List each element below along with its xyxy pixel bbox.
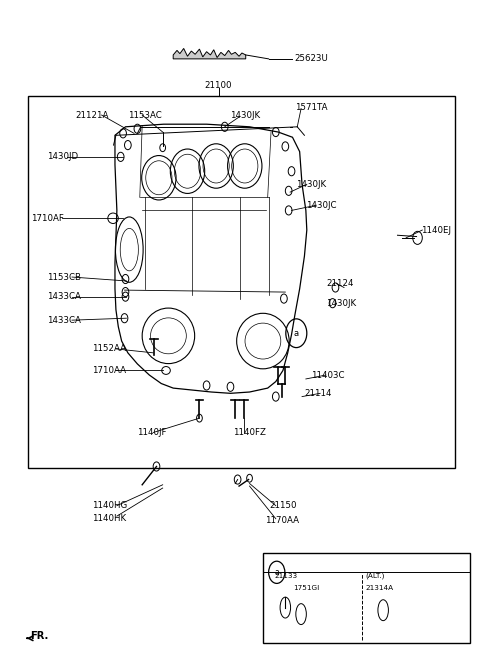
Text: 21314A: 21314A — [365, 585, 393, 591]
Text: a: a — [275, 568, 279, 577]
Text: (ALT.): (ALT.) — [365, 573, 384, 579]
Text: 1140JF: 1140JF — [137, 428, 167, 437]
Text: 1433CA: 1433CA — [47, 292, 81, 301]
Text: 1140HG: 1140HG — [92, 501, 127, 510]
Text: a: a — [294, 329, 299, 338]
Text: 1430JK: 1430JK — [230, 111, 261, 119]
Text: 11403C: 11403C — [311, 371, 344, 380]
Text: 1433CA: 1433CA — [47, 316, 81, 325]
Text: 21124: 21124 — [326, 279, 353, 288]
Text: 1153AC: 1153AC — [128, 111, 162, 119]
Text: 1170AA: 1170AA — [265, 516, 299, 525]
Text: 1710AA: 1710AA — [92, 366, 126, 375]
Text: 1140FZ: 1140FZ — [233, 428, 266, 437]
Bar — [28, 96, 455, 468]
Polygon shape — [173, 49, 246, 59]
Text: 1430JK: 1430JK — [296, 180, 326, 189]
Text: 1140EJ: 1140EJ — [421, 226, 451, 234]
Text: 21133: 21133 — [275, 573, 298, 579]
Bar — [263, 553, 470, 643]
Text: 1430JK: 1430JK — [326, 298, 356, 308]
Text: FR.: FR. — [30, 631, 48, 642]
Text: 1571TA: 1571TA — [295, 103, 327, 112]
Text: 1140HK: 1140HK — [92, 514, 126, 523]
Text: 21150: 21150 — [270, 501, 297, 510]
Text: 21100: 21100 — [205, 81, 232, 89]
Text: 21121A: 21121A — [75, 111, 109, 119]
Text: 1751GI: 1751GI — [293, 585, 320, 591]
Text: 1152AA: 1152AA — [92, 344, 126, 354]
Text: 1710AF: 1710AF — [31, 214, 64, 223]
Text: 1430JD: 1430JD — [47, 152, 78, 161]
Text: 21114: 21114 — [304, 389, 332, 398]
Text: 1430JC: 1430JC — [306, 201, 336, 210]
Text: 1153CB: 1153CB — [47, 272, 81, 281]
Text: 25623U: 25623U — [294, 54, 328, 64]
